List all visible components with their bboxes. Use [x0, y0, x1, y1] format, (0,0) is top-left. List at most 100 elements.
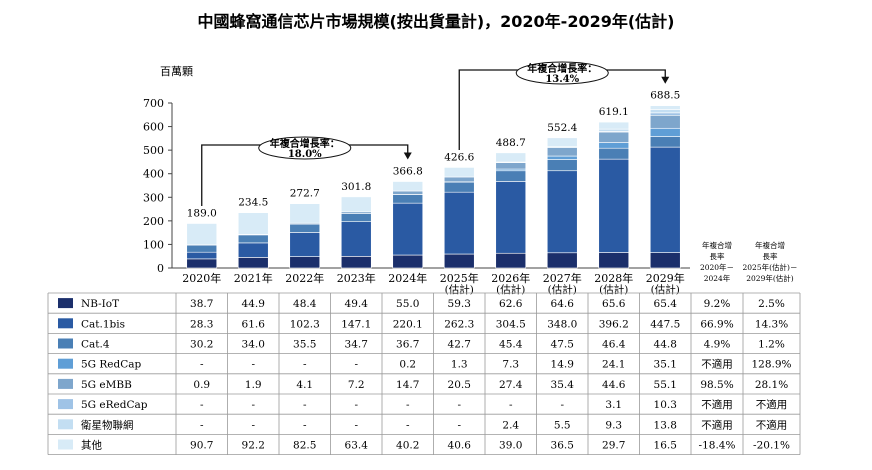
table-cell: - [303, 359, 307, 371]
cagr-column-header: 2029年(估計) [746, 273, 794, 283]
table-cell: 147.1 [341, 318, 371, 330]
cagr-cell-2: 1.2% [758, 339, 785, 351]
table-cell: - [251, 419, 255, 431]
y-axis-label: 百萬顆 [160, 65, 193, 78]
table-cell: 61.6 [242, 318, 266, 330]
bar-segment [289, 203, 321, 224]
table-cell: 65.4 [654, 298, 678, 310]
cagr-label: 年複合增長率： [270, 137, 340, 150]
bar-segment [443, 181, 475, 193]
total-label: 426.6 [444, 151, 474, 163]
table-cell: 47.5 [551, 339, 574, 351]
total-label: 234.5 [238, 197, 268, 209]
total-label: 301.8 [341, 181, 371, 193]
x-tick-label-sub: (估計) [445, 283, 474, 296]
table-cell: 55.1 [654, 379, 677, 391]
legend-swatch [58, 338, 73, 349]
y-tick-label: 200 [143, 215, 164, 228]
table-cell: 14.9 [551, 359, 574, 371]
cagr-column-header: 長率 [710, 251, 725, 261]
table-cell: 5.5 [554, 419, 571, 431]
bar-segment [392, 202, 424, 256]
bar-segment [340, 196, 372, 213]
x-tick-label: 2023年 [337, 271, 376, 285]
table-cell: 34.0 [242, 339, 265, 351]
legend-swatch [58, 439, 73, 450]
y-tick-label: 500 [143, 144, 164, 157]
legend-swatch [58, 318, 73, 329]
table-cell: 82.5 [293, 440, 316, 452]
table-cell: 49.4 [345, 298, 369, 310]
table-cell: 9.3 [605, 419, 622, 431]
table-cell: 35.1 [654, 359, 677, 371]
legend-swatch [58, 358, 73, 369]
table-cell: 0.2 [399, 359, 416, 371]
cagr-cell-1: 9.2% [704, 298, 731, 310]
bar-segment [546, 170, 578, 254]
cagr-column-header: 長率 [763, 251, 778, 261]
y-tick-label: 0 [157, 262, 164, 275]
bar-segment [649, 146, 681, 253]
bar-segment [289, 256, 321, 269]
table-cell: 3.1 [605, 399, 622, 411]
y-tick-label: 300 [143, 191, 164, 204]
table-cell: 0.9 [193, 379, 210, 391]
table-cell: 64.6 [551, 298, 575, 310]
cagr-cell-1: 不適用 [701, 418, 733, 431]
bar-segment [340, 256, 372, 269]
bar-segment [443, 176, 475, 183]
series-name: 其他 [81, 439, 102, 452]
bar-segment [546, 147, 578, 157]
bar-segment [289, 223, 321, 233]
table-cell: 62.6 [499, 298, 523, 310]
table-cell: 10.3 [654, 399, 677, 411]
table-cell: 55.0 [396, 298, 419, 310]
bar-segment [392, 190, 424, 195]
table-cell: - [509, 399, 513, 411]
table-cell: - [200, 359, 204, 371]
bar-segment [392, 254, 424, 269]
cagr-label: 年複合增長率： [527, 62, 597, 75]
table-cell: 39.0 [499, 440, 522, 452]
legend-swatch [58, 378, 73, 389]
table-cell: - [354, 419, 358, 431]
table-cell: 1.9 [245, 379, 262, 391]
table-cell: - [406, 399, 410, 411]
table-cell: 13.8 [654, 419, 677, 431]
table-cell: 304.5 [496, 318, 526, 330]
cagr-annotations: 年複合增長率：18.0%年複合增長率：13.4% [201, 61, 670, 206]
bar-segment [237, 242, 269, 258]
chart-title: 中國蜂窩通信芯片市場規模(按出貨量計)，2020年-2029年(估計) [198, 12, 675, 31]
cagr-column-header: 2024年 [704, 273, 731, 283]
table-cell: 27.4 [499, 379, 523, 391]
cagr-bubble [515, 61, 609, 85]
table-cell: 396.2 [599, 318, 629, 330]
table-cell: 16.5 [654, 440, 677, 452]
legend-swatch [58, 399, 73, 410]
table-cell: - [354, 399, 358, 411]
x-tick-label: 2028年 [594, 271, 633, 285]
total-label: 552.4 [547, 122, 577, 134]
cagr-cell-2: -20.1% [753, 440, 790, 452]
bar-segment [598, 142, 630, 149]
total-label: 366.8 [393, 166, 423, 178]
table-cell: 44.6 [602, 379, 626, 391]
table-cell: 44.9 [242, 298, 265, 310]
table-cell: - [457, 399, 461, 411]
table-cell: 7.2 [348, 379, 365, 391]
table-cell: 4.1 [296, 379, 313, 391]
bar-segment [495, 162, 527, 170]
cagr-value: 18.0% [288, 149, 322, 160]
series-name: Cat.1bis [81, 318, 125, 330]
table-cell: - [200, 419, 204, 431]
bar-segment [495, 181, 527, 254]
y-tick-label: 400 [143, 168, 164, 181]
table-cell: 42.7 [448, 339, 471, 351]
table-cell: 1.3 [451, 359, 468, 371]
table-cell: 102.3 [290, 318, 320, 330]
bar-segment [649, 127, 681, 137]
cagr-cell-1: 66.9% [700, 318, 733, 330]
cagr-cell-2: 不適用 [756, 418, 788, 431]
table-cell: 24.1 [602, 359, 625, 371]
cagr-cell-2: 28.1% [755, 379, 788, 391]
